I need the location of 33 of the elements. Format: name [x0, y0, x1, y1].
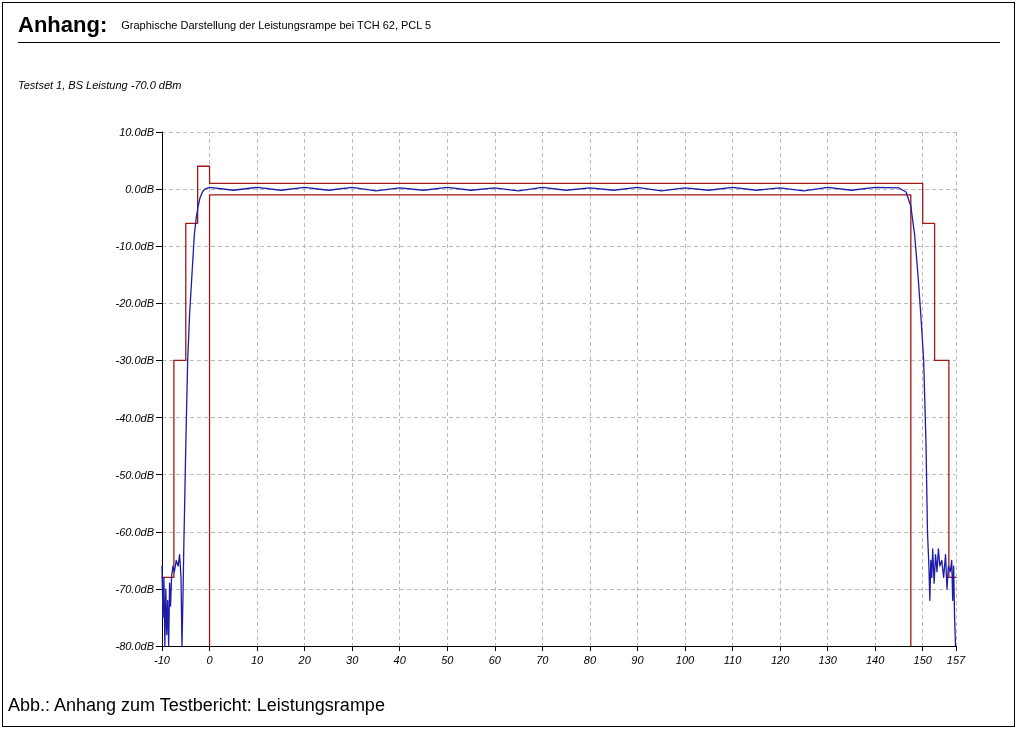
- y-tick-label: -40.0dB: [115, 411, 154, 424]
- y-tick-label: -30.0dB: [115, 354, 154, 367]
- y-tick-label: -20.0dB: [115, 297, 154, 310]
- chart-subtitle: Graphische Darstellung der Leistungsrampe bei TCH 62, PCL 5: [121, 19, 432, 31]
- x-tick-label: 110: [723, 653, 743, 666]
- text: Abb.: Anhang zum Testbericht: Leistungsrampe: [8, 695, 385, 716]
- x-tick-label: 100: [675, 653, 696, 666]
- y-tick-label: 10.0dB: [119, 126, 154, 138]
- x-tick-label: 157: [946, 653, 967, 666]
- y-tick-label: -10.0dB: [115, 240, 154, 253]
- x-tick-label: 10: [250, 653, 265, 666]
- line-series: [161, 165, 957, 579]
- x-tick-label: 150: [913, 653, 933, 666]
- x-tick-label: 90: [631, 653, 645, 666]
- x-tick-label: -10: [154, 653, 171, 666]
- x-tick-label: 80: [583, 653, 597, 666]
- x-tick-label: 20: [297, 653, 312, 666]
- x-tick-label: 60: [488, 653, 502, 666]
- x-tick-label: 30: [346, 653, 360, 666]
- x-tick-label: 0: [206, 653, 214, 666]
- y-tick-label: -60.0dB: [115, 525, 154, 538]
- x-tick-label: 50: [441, 653, 455, 666]
- y-tick-label: -70.0dB: [115, 582, 154, 595]
- y-tick-label: 0.0dB: [125, 183, 154, 196]
- chart-title: Anhang:: [18, 12, 108, 37]
- x-tick-label: 130: [818, 653, 838, 666]
- x-tick-label: 140: [865, 653, 886, 666]
- x-tick-label: 40: [393, 653, 407, 666]
- text: Testset 1, BS Leistung -70.0 dBm: [18, 79, 182, 91]
- x-tick-label: 120: [770, 653, 791, 666]
- x-tick-label: 70: [536, 653, 550, 666]
- y-tick-label: -50.0dB: [115, 468, 154, 481]
- y-tick-label: -80.0dB: [115, 640, 154, 652]
